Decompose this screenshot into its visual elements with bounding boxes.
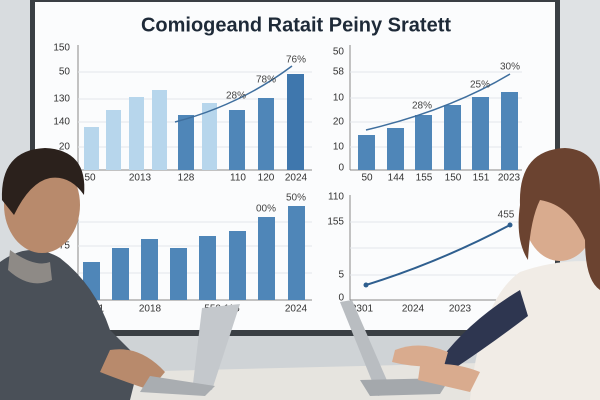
x-label: 2024 <box>285 173 308 184</box>
y-label: 10 <box>333 93 345 104</box>
annotation: 25% <box>470 80 490 91</box>
annotation: 455 <box>498 210 515 221</box>
y-label: 0 <box>338 293 344 304</box>
y-label: 75 <box>59 241 71 252</box>
x-label: 2301 <box>351 304 374 315</box>
y-label: 58 <box>333 67 345 78</box>
x-label: 110 <box>230 173 246 184</box>
y-label: 50 <box>333 47 345 58</box>
x-label: 2018 <box>139 304 162 315</box>
annotation: 76% <box>286 55 306 66</box>
bars-panel-2 <box>358 73 518 170</box>
x-label: 2024 <box>402 304 425 315</box>
annotation: 28% <box>412 101 432 112</box>
x-label: 2013 <box>129 173 152 184</box>
bars-panel-1 <box>84 65 304 170</box>
x-label: 2023 <box>498 173 521 184</box>
x-label: 150 <box>445 173 462 184</box>
y-label: 130 <box>53 94 70 105</box>
y-label: 20 <box>59 142 71 153</box>
laptop-right <box>340 300 450 396</box>
y-label: 140 <box>53 117 70 128</box>
x-label: 50 <box>361 173 373 184</box>
annotation: 78% <box>256 75 276 86</box>
x-label: 50 <box>84 173 96 184</box>
y-label: 5 <box>338 270 344 281</box>
x-label: 120 <box>258 173 275 184</box>
annotation: 00% <box>256 204 276 215</box>
x-label: 144 <box>388 173 405 184</box>
y-label: 0 <box>338 163 344 174</box>
y-label: 20 <box>333 117 345 128</box>
x-label: 128 <box>178 173 195 184</box>
x-label: 151 <box>473 173 490 184</box>
x-label: 155 <box>416 173 433 184</box>
x-label: 2023 <box>449 304 472 315</box>
screen-title: Comiogeand Ratait Peiny Sratett <box>141 14 451 36</box>
man <box>0 148 165 400</box>
annotation: 30% <box>500 62 520 73</box>
y-label: 10 <box>333 142 345 153</box>
y-label: 50 <box>59 67 71 78</box>
annotation: 28% <box>226 91 246 102</box>
annotation: 50% <box>286 193 306 204</box>
y-label: 150 <box>53 43 70 54</box>
bars-panel-3 <box>83 206 305 300</box>
laptop-left <box>140 304 240 396</box>
x-label: 2024 <box>285 304 308 315</box>
y-label: 110 <box>328 192 344 203</box>
woman <box>392 148 600 400</box>
y-label: 155 <box>327 217 344 228</box>
line-panel-4 <box>363 222 513 288</box>
